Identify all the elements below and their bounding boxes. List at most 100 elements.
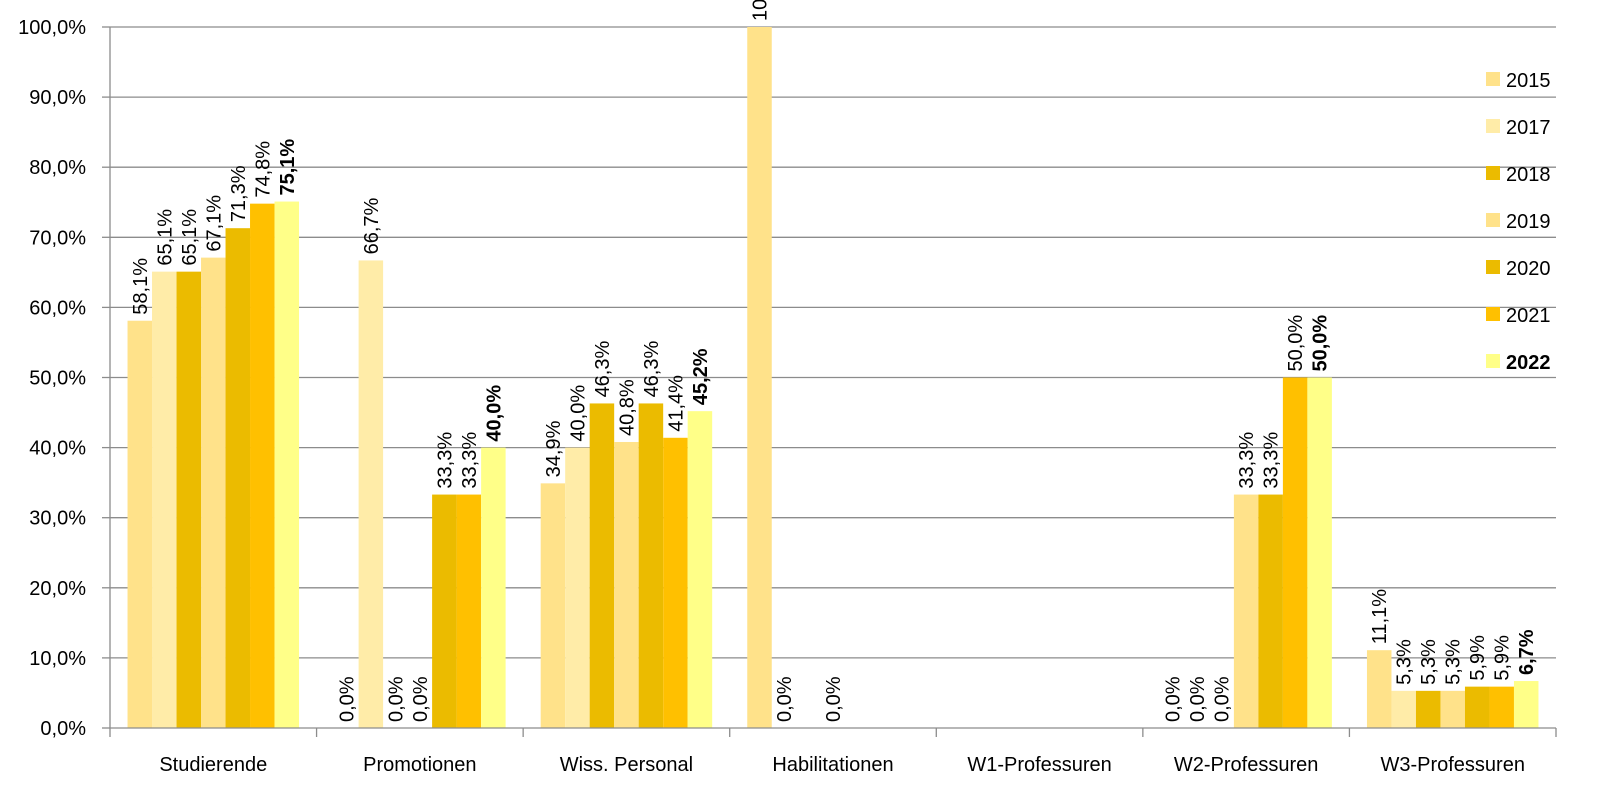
data-label: 40,0% (483, 385, 505, 442)
legend-label: 2015 (1506, 70, 1551, 92)
data-label: 5,9% (1467, 635, 1489, 681)
legend-label: 2022 (1506, 352, 1551, 374)
y-tick-label: 20,0% (29, 578, 86, 600)
bars (127, 27, 1539, 729)
data-label: 6,7% (1516, 629, 1538, 675)
bar (1513, 681, 1539, 728)
data-label: 74,8% (252, 141, 274, 198)
bar (687, 411, 713, 728)
data-label: 65,1% (154, 209, 176, 266)
data-label: 33,3% (1236, 432, 1258, 489)
y-tick-label: 30,0% (29, 508, 86, 530)
data-label: 33,3% (434, 432, 456, 489)
bar (565, 447, 590, 728)
bar (432, 494, 457, 728)
bar (1415, 690, 1441, 728)
bar (540, 483, 566, 728)
data-label: 33,3% (459, 432, 481, 489)
data-label: 71,3% (228, 165, 250, 222)
data-label: 5,3% (1394, 639, 1416, 685)
category-label: W2-Professuren (1174, 754, 1319, 776)
data-label: 40,8% (616, 379, 638, 436)
bar (747, 27, 772, 728)
bar (1464, 686, 1490, 728)
legend-label: 2020 (1506, 258, 1551, 280)
legend-label: 2018 (1506, 164, 1551, 186)
data-label: 66,7% (361, 198, 383, 255)
data-label: 46,3% (641, 341, 663, 398)
legend: 2015 2017 2018 2019 2020 2021 2022 (1486, 70, 1551, 374)
data-label: 34,9% (543, 420, 565, 477)
legend-label: 2017 (1506, 117, 1551, 139)
bar (481, 447, 506, 728)
bar (1440, 690, 1465, 728)
data-label: 65,1% (179, 209, 201, 266)
bar (1282, 377, 1308, 728)
category-label: W3-Professuren (1380, 754, 1525, 776)
category-label: Habilitationen (772, 754, 893, 776)
bar (250, 203, 275, 729)
y-axis-tick-labels: 0,0% 10,0% 20,0% 30,0% 40,0% 50,0% 60,0% 70,0% 8… (18, 17, 110, 740)
y-tick-label: 90,0% (29, 87, 86, 109)
data-label: 0,0% (1187, 676, 1209, 722)
bar (1489, 686, 1514, 728)
bar (274, 201, 300, 728)
data-label: 0,0% (1163, 676, 1185, 722)
data-label: 33,3% (1261, 432, 1283, 489)
bar (127, 320, 153, 728)
data-label: 46,3% (592, 341, 614, 398)
bar (201, 257, 226, 728)
category-label: Studierende (159, 754, 267, 776)
legend-label: 2019 (1506, 211, 1551, 233)
legend-swatch (1486, 354, 1500, 368)
data-label: 50,0% (1285, 315, 1307, 372)
data-labels: 58,1% 0,0% 34,9% 100,0% 0,0% 11,1% 65,1% 66,7% 4… (130, 0, 1538, 722)
legend-swatch (1486, 307, 1500, 321)
bar (663, 437, 688, 728)
bar (225, 228, 251, 728)
bar (176, 271, 202, 728)
data-label: 40,0% (567, 385, 589, 442)
legend-swatch (1486, 119, 1500, 133)
data-label: 45,2% (690, 348, 712, 405)
data-label: 0,0% (385, 676, 407, 722)
bar (358, 260, 384, 728)
bar (1366, 650, 1392, 728)
data-label: 100,0% (750, 0, 772, 21)
gridlines (110, 26, 1556, 659)
bar (638, 403, 664, 728)
y-tick-label: 100,0% (18, 17, 86, 39)
bar (1258, 494, 1283, 728)
data-label: 50,0% (1310, 315, 1332, 372)
data-label: 41,4% (665, 375, 687, 432)
category-label: Wiss. Personal (560, 754, 693, 776)
data-label: 5,3% (1443, 639, 1465, 685)
bar (589, 403, 615, 728)
data-label: 11,1% (1369, 589, 1391, 644)
legend-swatch (1486, 72, 1500, 86)
category-label: Promotionen (363, 754, 476, 776)
data-label: 58,1% (130, 258, 152, 315)
category-label: W1-Professuren (967, 754, 1112, 776)
bar (1233, 494, 1259, 728)
bar (1391, 690, 1416, 728)
y-tick-label: 80,0% (29, 157, 86, 179)
data-label: 5,3% (1418, 639, 1440, 685)
data-label: 67,1% (203, 195, 225, 252)
data-label: 75,1% (277, 139, 299, 196)
bar (614, 441, 639, 728)
bar (152, 271, 177, 728)
bar (456, 494, 482, 728)
legend-label: 2021 (1506, 305, 1551, 327)
data-label: 5,9% (1492, 635, 1514, 681)
y-tick-label: 70,0% (29, 227, 86, 249)
bar (1307, 377, 1332, 728)
y-tick-label: 60,0% (29, 297, 86, 319)
legend-swatch (1486, 166, 1500, 180)
data-label: 0,0% (336, 676, 358, 722)
data-label: 0,0% (823, 676, 845, 722)
legend-swatch (1486, 260, 1500, 274)
y-tick-label: 0,0% (40, 718, 86, 740)
y-tick-label: 50,0% (29, 368, 86, 390)
